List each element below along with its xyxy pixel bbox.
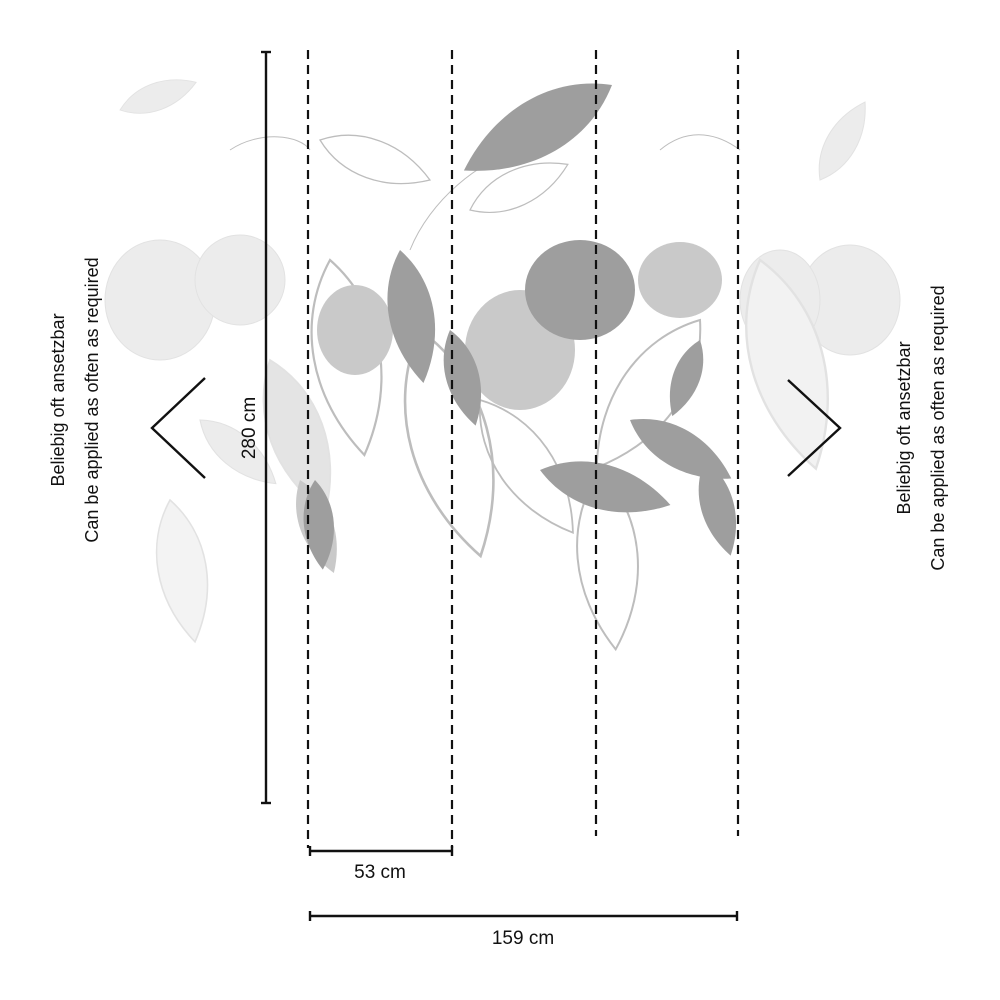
repeat-note-left-en: Can be applied as often as required — [82, 257, 102, 542]
repeat-note-right-de: Beliebig oft ansetzbar — [894, 341, 914, 514]
foliage-illustration — [229, 60, 747, 653]
chevron-right-icon — [787, 379, 842, 477]
chevron-left-icon — [150, 377, 206, 479]
faded-foliage-left — [104, 69, 352, 647]
panel-width-label: 53 cm — [354, 862, 406, 883]
repeat-note-right-en: Can be applied as often as required — [928, 285, 948, 570]
total-width-dimension — [308, 911, 739, 921]
repeat-note-left-de: Beliebig oft ansetzbar — [48, 313, 68, 486]
panel-width-dimension — [308, 846, 454, 856]
panel-seams — [306, 50, 740, 848]
height-label: 280 cm — [239, 397, 260, 459]
faded-foliage-right — [724, 94, 901, 480]
total-width-label: 159 cm — [492, 928, 554, 949]
height-dimension — [261, 50, 271, 805]
